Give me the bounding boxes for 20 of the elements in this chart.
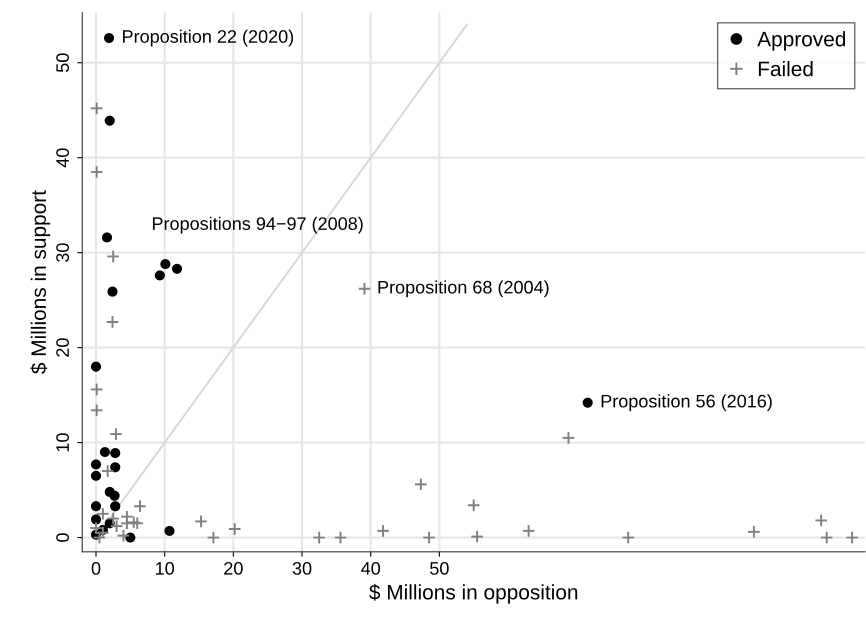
y-tick-label: 50 xyxy=(56,53,69,72)
y-tick-label: 20 xyxy=(56,338,69,357)
x-tick-label: 50 xyxy=(430,562,449,575)
x-tick-label: 10 xyxy=(156,562,174,575)
y-tick-label: 40 xyxy=(56,148,69,168)
x-tick-label: 0 xyxy=(92,562,100,575)
annotation: Proposition 68 (2004) xyxy=(378,280,549,298)
x-axis-title: $ Millions in opposition xyxy=(369,584,578,604)
y-tick-label: 0 xyxy=(56,533,69,542)
x-tick-label: 20 xyxy=(224,562,243,575)
annotation: Proposition 22 (2020) xyxy=(123,30,294,46)
y-axis-title: $ Millions in support xyxy=(30,190,50,374)
y-tick-label: 30 xyxy=(56,243,69,262)
annotation: Propositions 94−97 (2008) xyxy=(152,216,363,234)
legend-label: Failed xyxy=(758,60,813,76)
legend-label: Approved xyxy=(757,31,846,51)
x-tick-label: 30 xyxy=(292,562,312,575)
x-tick-label: 40 xyxy=(361,562,380,575)
annotation: Proposition 56 (2016) xyxy=(602,394,772,412)
y-tick-label: 10 xyxy=(56,433,69,452)
